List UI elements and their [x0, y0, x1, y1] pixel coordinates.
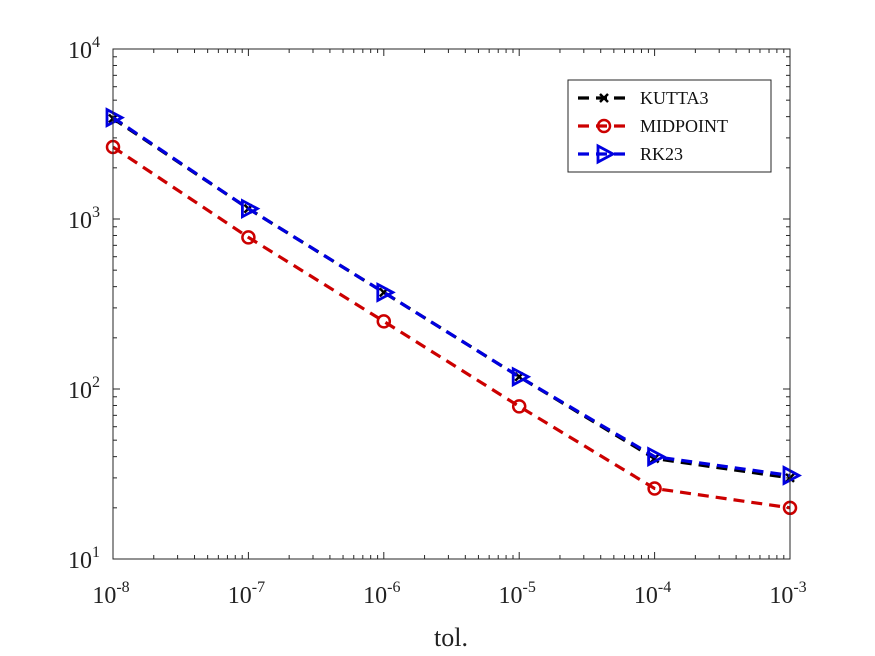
- legend-label-rk23: RK23: [640, 144, 683, 164]
- legend-entry-kutta3: KUTTA3: [578, 88, 709, 108]
- x-tick-label: 10-4: [634, 579, 671, 609]
- marker-kutta3-stroke: [649, 453, 660, 464]
- y-tick-base: 10: [68, 378, 92, 404]
- legend: KUTTA3 MIDPOINT RK23: [567, 79, 772, 173]
- y-tick-label: 103: [68, 204, 100, 234]
- x-tick-base: 10: [228, 583, 252, 609]
- legend-marker-rk23: [596, 143, 616, 165]
- y-tick-label: 101: [68, 544, 100, 574]
- x-tick-exponent: -4: [658, 579, 671, 596]
- series-line-midpoint: [112, 145, 791, 510]
- legend-label-midpoint: MIDPOINT: [640, 116, 728, 136]
- series-rk23: [105, 107, 802, 486]
- x-tick-base: 10: [92, 583, 116, 609]
- y-tick-base: 10: [68, 208, 92, 234]
- x-tick-base: 10: [499, 583, 523, 609]
- plot-frame: [112, 48, 791, 560]
- x-axis-label: tol.: [434, 623, 468, 652]
- marker-midpoint: [647, 481, 662, 496]
- x-tick-exponent: -8: [116, 579, 129, 596]
- legend-label-kutta3: KUTTA3: [640, 88, 709, 108]
- x-tick-base: 10: [363, 583, 387, 609]
- legend-entry-rk23: RK23: [578, 143, 683, 165]
- x-tick-base: 10: [769, 583, 793, 609]
- series-line-rk23: [112, 116, 791, 478]
- marker-midpoint: [376, 314, 392, 329]
- marker-rk23: [105, 107, 125, 128]
- marker-midpoint: [241, 230, 256, 245]
- tick-marks: [112, 48, 791, 560]
- x-tick-base: 10: [634, 583, 658, 609]
- marker-midpoint: [511, 399, 527, 414]
- marker-rk23: [782, 465, 802, 486]
- legend-marker-kutta3-stroke: [599, 93, 609, 103]
- x-tick-label: 10-7: [228, 579, 265, 609]
- y-tick-label: 104: [68, 34, 100, 64]
- y-tick-exponent: 4: [92, 34, 100, 51]
- y-tick-base: 10: [68, 38, 92, 64]
- x-tick-label: 10-5: [499, 579, 536, 609]
- x-tick-label: 10-6: [363, 579, 400, 609]
- y-tick-base: 10: [68, 548, 92, 574]
- marker-rk23: [376, 282, 396, 303]
- legend-marker-kutta3: [599, 93, 609, 103]
- y-tick-exponent: 2: [92, 374, 100, 391]
- series-layer: [105, 107, 802, 516]
- y-tick-label: 102: [68, 374, 100, 404]
- marker-rk23: [511, 366, 532, 388]
- legend-marker-midpoint: [596, 118, 612, 134]
- y-tick-exponent: 1: [92, 544, 100, 561]
- marker-rk23: [647, 446, 667, 467]
- x-tick-label: 10-8: [92, 579, 129, 609]
- x-tick-exponent: -5: [523, 579, 536, 596]
- x-tick-label: 10-3: [769, 579, 806, 609]
- x-tick-exponent: -3: [793, 579, 806, 596]
- y-tick-exponent: 3: [92, 204, 100, 221]
- marker-rk23: [240, 198, 261, 220]
- x-tick-exponent: -6: [387, 579, 400, 596]
- legend-entry-midpoint: MIDPOINT: [578, 116, 728, 136]
- x-tick-exponent: -7: [252, 579, 265, 596]
